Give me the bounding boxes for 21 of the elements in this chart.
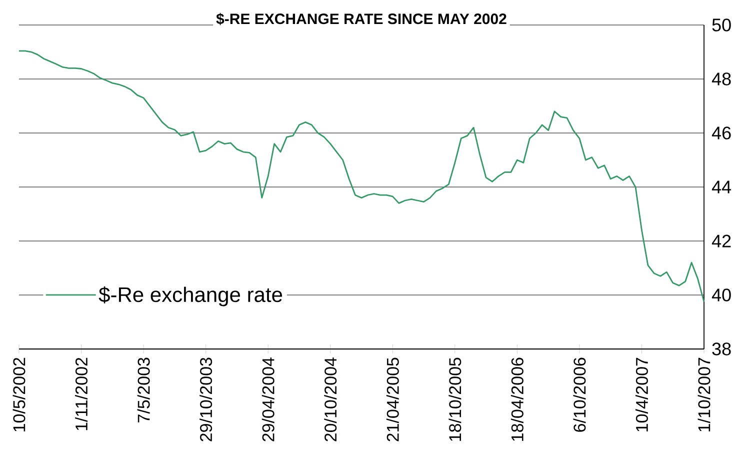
x-tick-label: 7/5/2003: [137, 358, 150, 422]
x-tick-label: 10/4/2007: [635, 358, 648, 432]
y-tick-label: 42: [712, 234, 731, 248]
x-tick-label: 1/11/2002: [75, 358, 88, 430]
legend-label: $-Re exchange rate: [98, 286, 282, 306]
y-tick-label: 44: [712, 180, 732, 194]
x-tick-label: 10/5/2002: [12, 358, 26, 432]
y-tick-label: 40: [712, 288, 731, 302]
x-tick-label: 6/10/2006: [573, 358, 586, 432]
x-tick-label: 21/04/2005: [386, 358, 399, 442]
x-tick-label: 18/04/2006: [510, 358, 524, 441]
chart-title: $-RE EXCHANGE RATE SINCE MAY 2002: [216, 12, 506, 26]
x-tick-label: 29/10/2003: [200, 358, 212, 442]
x-tick-label: 18/10/2005: [448, 358, 462, 441]
x-tick-label: 20/10/2004: [324, 358, 337, 442]
y-tick-label: 50: [712, 18, 731, 32]
y-tick-label: 48: [712, 72, 731, 86]
y-tick-label: 38: [712, 342, 731, 356]
y-tick-label: 46: [712, 126, 731, 140]
x-tick-label: 1/10/2007: [698, 358, 710, 432]
x-tick-label: 29/04/2004: [262, 358, 274, 442]
